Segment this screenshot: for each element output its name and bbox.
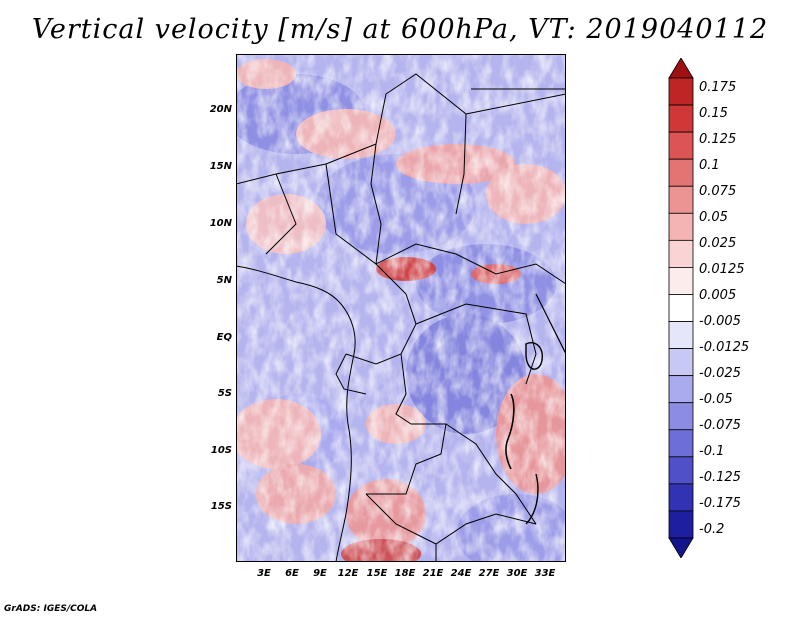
colorbar xyxy=(668,58,694,558)
colorbar-box xyxy=(668,131,694,160)
border xyxy=(370,143,382,265)
colorbar-label: 0.075 xyxy=(699,184,737,199)
border xyxy=(335,353,367,395)
border xyxy=(236,73,467,215)
border xyxy=(265,173,297,255)
colorbar-box xyxy=(668,537,694,558)
colorbar-label: 0.05 xyxy=(699,210,728,225)
lon-label: 27E xyxy=(478,568,500,579)
colorbar-box xyxy=(668,429,694,458)
colorbar-label: 0.15 xyxy=(699,106,728,121)
chart-title: Vertical velocity [m/s] at 600hPa, VT: 2… xyxy=(31,14,769,45)
colorbar-label: 0.1 xyxy=(699,158,720,173)
lon-label: 6E xyxy=(285,568,299,579)
colorbar-label: -0.125 xyxy=(699,470,741,485)
colorbar-label: 0.0125 xyxy=(699,262,745,277)
colorbar-box xyxy=(668,185,694,214)
border xyxy=(345,263,417,365)
border xyxy=(465,93,566,115)
colorbar-label: -0.025 xyxy=(699,366,741,381)
lon-label: 9E xyxy=(313,568,327,579)
colorbar-label: -0.0125 xyxy=(699,340,750,355)
lon-label: 24E xyxy=(450,568,472,579)
colorbar-box xyxy=(668,348,694,377)
lon-label: 30E xyxy=(506,568,528,579)
coastline xyxy=(236,265,356,562)
lake xyxy=(525,473,539,525)
colorbar-label: 0.175 xyxy=(699,80,737,95)
colorbar-box xyxy=(668,158,694,187)
colorbar-label: 0.125 xyxy=(699,132,737,147)
borders xyxy=(236,73,566,562)
colorbar-label: -0.075 xyxy=(699,418,741,433)
field-texture xyxy=(236,54,566,562)
border xyxy=(445,423,537,525)
lon-label: 21E xyxy=(422,568,444,579)
colorbar-box xyxy=(668,483,694,512)
colorbar-label: -0.2 xyxy=(699,522,725,537)
colorbar-box xyxy=(668,402,694,431)
colorbar-box xyxy=(668,456,694,485)
border xyxy=(415,303,537,385)
colorbar-label: 0.005 xyxy=(699,288,737,303)
lon-label: 3E xyxy=(257,568,271,579)
lat-label: 5N xyxy=(216,275,232,286)
colorbar-box xyxy=(668,267,694,295)
lat-label: 10N xyxy=(209,218,232,229)
colorbar-boxes xyxy=(668,58,694,558)
lat-label: 15N xyxy=(209,161,232,172)
colorbar-box xyxy=(668,294,694,322)
lon-label: 12E xyxy=(337,568,359,579)
colorbar-label: -0.175 xyxy=(699,496,741,511)
lat-label: 15S xyxy=(210,501,232,512)
colorbar-box xyxy=(668,239,694,268)
colorbar-box xyxy=(668,212,694,241)
colorbar-box xyxy=(668,58,694,79)
lon-label: 33E xyxy=(534,568,556,579)
lon-label: 18E xyxy=(394,568,416,579)
colorbar-box xyxy=(668,77,694,106)
lat-label: 10S xyxy=(210,445,232,456)
colorbar-box xyxy=(668,321,694,349)
colorbar-box xyxy=(668,104,694,133)
lake xyxy=(525,342,543,370)
colorbar-label: -0.05 xyxy=(699,392,733,407)
map-plot xyxy=(236,54,566,562)
border xyxy=(325,163,566,285)
border xyxy=(365,493,537,545)
footer-credit: GrADS: IGES/COLA xyxy=(4,604,98,614)
lat-label: 5S xyxy=(217,388,232,399)
lat-label: EQ xyxy=(216,332,232,343)
colorbar-label: -0.1 xyxy=(699,444,725,459)
colorbar-box xyxy=(668,375,694,404)
map-frame xyxy=(236,54,566,562)
lat-label: 20N xyxy=(209,104,232,115)
coastline xyxy=(535,293,566,355)
lon-label: 15E xyxy=(366,568,388,579)
colorbar-label: -0.005 xyxy=(699,314,741,329)
colorbar-box xyxy=(668,510,694,539)
lake xyxy=(505,393,515,470)
colorbar-label: 0.025 xyxy=(699,236,737,251)
